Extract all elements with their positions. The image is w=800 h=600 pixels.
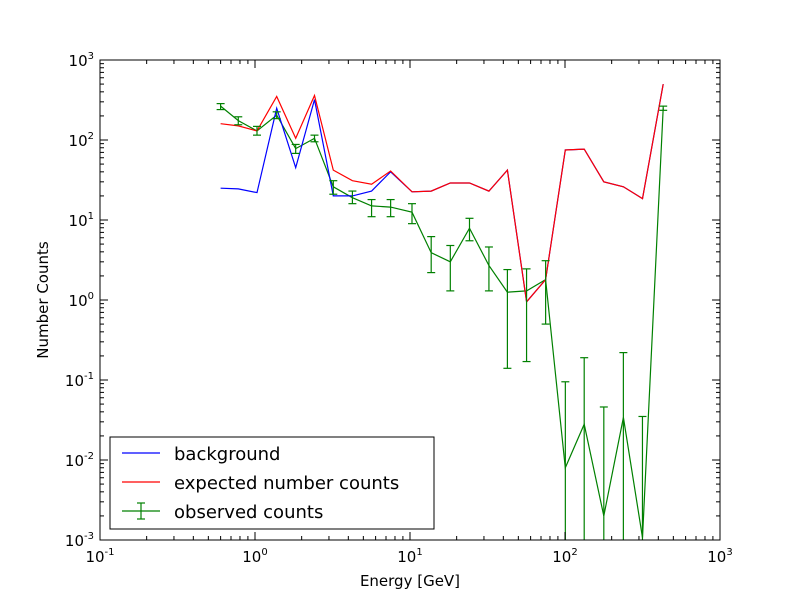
series-line-expected <box>220 83 664 304</box>
error-bar <box>234 116 243 126</box>
error-bar <box>484 246 493 292</box>
error-bar <box>522 268 531 363</box>
error-bar <box>561 381 570 540</box>
axis-ticks <box>99 59 721 541</box>
legend-label-expected: expected number counts <box>174 473 399 494</box>
x-tick-label: 10-1 <box>85 547 114 566</box>
error-bar <box>252 125 261 136</box>
error-bar <box>541 260 550 325</box>
error-bar <box>465 217 474 242</box>
error-bar <box>407 203 416 225</box>
error-bar <box>367 198 376 218</box>
y-tick-label: 100 <box>69 291 94 310</box>
legend-label-background: background <box>174 444 280 465</box>
error-bar <box>619 352 628 540</box>
x-tick-label: 102 <box>552 547 577 566</box>
x-axis-title: Energy [GeV] <box>360 572 460 590</box>
error-bar <box>386 198 395 218</box>
error-bar <box>329 180 338 195</box>
error-bar <box>659 105 668 111</box>
legend-box <box>109 436 435 530</box>
tick-labels: 10-1 100 101 102 103 10-3 10-2 10-1 100 101 102 103 <box>65 51 733 566</box>
x-tick-label: 100 <box>242 547 267 566</box>
legend-label-observed: observed counts <box>174 502 323 523</box>
error-bar <box>599 406 608 540</box>
error-bar <box>446 244 455 292</box>
error-bar <box>580 357 589 540</box>
error-bar <box>427 236 436 274</box>
y-tick-label: 10-2 <box>65 451 94 470</box>
error-bar <box>216 103 225 111</box>
error-bars <box>216 103 668 540</box>
y-tick-label: 10-1 <box>65 371 94 390</box>
y-axis-title: Number Counts <box>34 241 52 359</box>
y-tick-label: 101 <box>69 211 94 230</box>
x-tick-label: 101 <box>397 547 422 566</box>
series-line-background <box>220 83 664 304</box>
series-lines <box>220 83 664 538</box>
error-bar <box>272 111 281 120</box>
error-bar <box>291 143 300 154</box>
error-bar <box>310 134 319 143</box>
error-bar <box>638 415 647 540</box>
legend-swatch-observed <box>122 502 160 520</box>
error-bar <box>503 268 512 369</box>
error-bar <box>348 190 357 205</box>
series-line-observed <box>220 105 664 538</box>
x-tick-label: 103 <box>707 547 732 566</box>
y-tick-label: 103 <box>69 51 94 70</box>
legend: background expected number counts observ… <box>109 436 435 530</box>
y-tick-label: 102 <box>69 131 94 150</box>
y-tick-label: 10-3 <box>65 531 94 550</box>
